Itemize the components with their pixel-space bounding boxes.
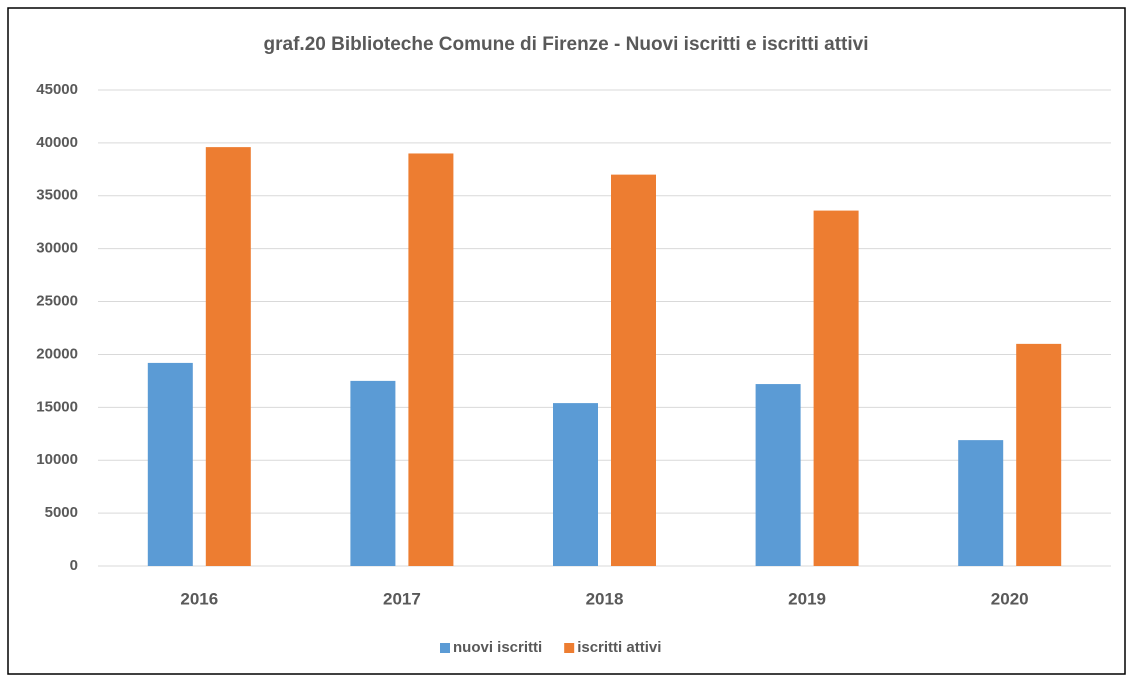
y-tick-label: 35000 [36, 187, 78, 204]
legend-label: nuovi iscritti [453, 639, 542, 656]
bar [553, 403, 598, 566]
x-tick-label: 2016 [180, 589, 218, 608]
y-tick-label: 10000 [36, 451, 78, 468]
y-tick-label: 40000 [36, 134, 78, 151]
bar [611, 174, 656, 566]
bar [205, 147, 251, 566]
y-tick-label: 45000 [36, 81, 78, 98]
bar [408, 153, 454, 566]
chart-border [7, 7, 1126, 675]
bar [755, 384, 801, 566]
chart-title: graf.20 Biblioteche Comune di Firenze - … [264, 34, 869, 55]
y-tick-label: 5000 [45, 504, 78, 521]
legend-swatch [564, 643, 575, 653]
y-tick-label: 30000 [36, 240, 78, 257]
x-tick-label: 2019 [788, 589, 826, 608]
bar [147, 362, 193, 566]
bar [350, 380, 396, 566]
y-tick-label: 0 [70, 557, 78, 574]
y-tick-label: 15000 [36, 398, 78, 415]
y-tick-label: 25000 [36, 293, 78, 310]
legend-label: iscritti attivi [577, 639, 661, 656]
x-tick-label: 2017 [383, 589, 421, 608]
x-tick-label: 2020 [991, 589, 1029, 608]
bar [958, 440, 1004, 566]
x-tick-label: 2018 [586, 589, 624, 608]
y-tick-label: 20000 [36, 345, 78, 362]
bar [1016, 343, 1062, 566]
bar [813, 210, 859, 566]
legend-swatch [440, 643, 450, 653]
